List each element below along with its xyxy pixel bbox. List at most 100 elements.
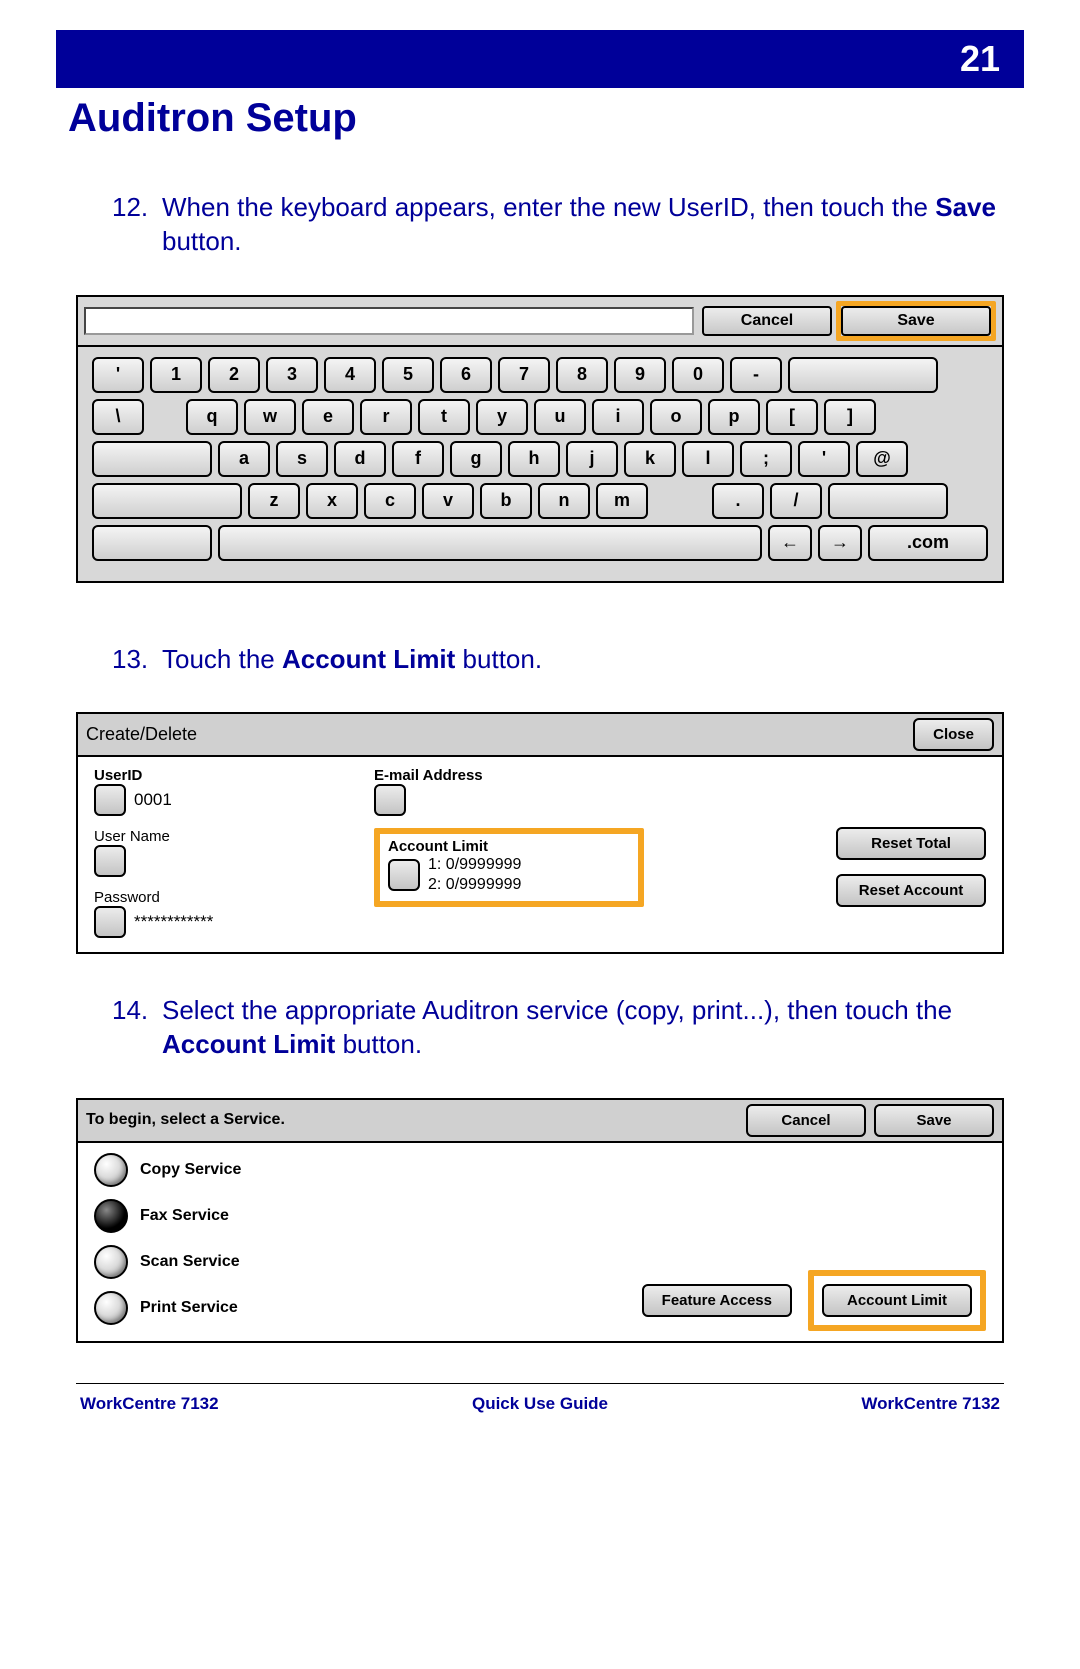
key[interactable]: y (476, 399, 528, 435)
step-text: Touch the Account Limit button. (162, 643, 1024, 677)
key[interactable]: w (244, 399, 296, 435)
key-backspace[interactable] (788, 357, 938, 393)
save-highlight: Save (836, 301, 996, 341)
key[interactable]: l (682, 441, 734, 477)
key[interactable]: f (392, 441, 444, 477)
key-caps[interactable] (92, 441, 212, 477)
page-number: 21 (960, 38, 1000, 80)
key[interactable]: a (218, 441, 270, 477)
page-footer: WorkCentre 7132 Quick Use Guide WorkCent… (56, 1394, 1024, 1414)
key[interactable]: d (334, 441, 386, 477)
key[interactable]: b (480, 483, 532, 519)
step-pre: Touch the (162, 644, 282, 674)
service-copy[interactable]: Copy Service (94, 1153, 241, 1187)
service-fax[interactable]: Fax Service (94, 1199, 241, 1233)
key-shift-right[interactable] (828, 483, 948, 519)
save-button[interactable]: Save (841, 306, 991, 336)
key[interactable]: z (248, 483, 300, 519)
account-limit-button[interactable]: Account Limit (822, 1284, 972, 1317)
key[interactable]: 7 (498, 357, 550, 393)
key-mod[interactable] (92, 525, 212, 561)
key[interactable]: 4 (324, 357, 376, 393)
key[interactable]: h (508, 441, 560, 477)
step-text: When the keyboard appears, enter the new… (162, 191, 1024, 259)
feature-access-button[interactable]: Feature Access (642, 1284, 792, 1317)
key[interactable]: 2 (208, 357, 260, 393)
service-print[interactable]: Print Service (94, 1291, 241, 1325)
key[interactable]: ; (740, 441, 792, 477)
key[interactable]: e (302, 399, 354, 435)
footer-rule (76, 1383, 1004, 1384)
password-value: ************ (134, 912, 213, 932)
keyboard-row-1: ' 1 2 3 4 5 6 7 8 9 0 - (92, 357, 988, 393)
key[interactable]: 8 (556, 357, 608, 393)
key[interactable]: 0 (672, 357, 724, 393)
key[interactable]: i (592, 399, 644, 435)
key[interactable]: o (650, 399, 702, 435)
keyboard-panel: Cancel Save ' 1 2 3 4 5 6 7 8 9 0 - (76, 295, 1004, 583)
key[interactable]: t (418, 399, 470, 435)
password-button[interactable] (94, 906, 126, 938)
keyboard-row-5: ← → .com (92, 525, 988, 561)
key[interactable]: [ (766, 399, 818, 435)
reset-account-button[interactable]: Reset Account (836, 874, 986, 907)
page-title: Auditron Setup (68, 96, 1024, 141)
key[interactable]: . (712, 483, 764, 519)
email-button[interactable] (374, 784, 406, 816)
key[interactable]: 9 (614, 357, 666, 393)
create-delete-body: UserID 0001 User Name Password (78, 757, 1002, 952)
key[interactable]: s (276, 441, 328, 477)
account-limit-line1: 1: 0/9999999 (428, 855, 521, 875)
radio-icon (94, 1153, 128, 1187)
reset-total-button[interactable]: Reset Total (836, 827, 986, 860)
key-dotcom[interactable]: .com (868, 525, 988, 561)
key[interactable]: 6 (440, 357, 492, 393)
service-list: Copy Service Fax Service Scan Service Pr… (94, 1153, 241, 1341)
key[interactable]: x (306, 483, 358, 519)
key-space[interactable] (218, 525, 762, 561)
userid-button[interactable] (94, 784, 126, 816)
key[interactable]: ' (92, 357, 144, 393)
close-button[interactable]: Close (913, 718, 994, 751)
save-button[interactable]: Save (874, 1104, 994, 1137)
key[interactable]: / (770, 483, 822, 519)
key-right-arrow[interactable]: → (818, 525, 862, 561)
keyboard-body: ' 1 2 3 4 5 6 7 8 9 0 - \ q w e r (78, 347, 1002, 581)
service-scan[interactable]: Scan Service (94, 1245, 241, 1279)
key[interactable]: j (566, 441, 618, 477)
key[interactable]: \ (92, 399, 144, 435)
key[interactable]: u (534, 399, 586, 435)
service-label: Fax Service (140, 1207, 229, 1225)
key[interactable]: p (708, 399, 760, 435)
cancel-button[interactable]: Cancel (746, 1104, 866, 1137)
keyboard-row-4: z x c v b n m . / (92, 483, 988, 519)
key[interactable]: ] (824, 399, 876, 435)
userid-input[interactable] (84, 307, 694, 335)
key[interactable]: v (422, 483, 474, 519)
email-label: E-mail Address (374, 767, 644, 784)
key[interactable]: k (624, 441, 676, 477)
key[interactable]: r (360, 399, 412, 435)
key[interactable]: g (450, 441, 502, 477)
key[interactable]: 5 (382, 357, 434, 393)
password-label: Password (94, 889, 354, 906)
key-at[interactable]: @ (856, 441, 908, 477)
keyboard-row-2: \ q w e r t y u i o p [ ] (92, 399, 988, 435)
key[interactable]: n (538, 483, 590, 519)
key[interactable]: - (730, 357, 782, 393)
key-left-arrow[interactable]: ← (768, 525, 812, 561)
key[interactable]: 1 (150, 357, 202, 393)
key-shift[interactable] (92, 483, 242, 519)
key[interactable]: c (364, 483, 416, 519)
username-label: User Name (94, 828, 354, 845)
key[interactable]: ' (798, 441, 850, 477)
cancel-button[interactable]: Cancel (702, 306, 832, 336)
key[interactable]: m (596, 483, 648, 519)
account-limit-button[interactable] (388, 859, 420, 891)
footer-right: WorkCentre 7132 (861, 1394, 1000, 1414)
left-column: UserID 0001 User Name Password (94, 767, 354, 938)
username-button[interactable] (94, 845, 126, 877)
key[interactable]: q (186, 399, 238, 435)
key[interactable]: 3 (266, 357, 318, 393)
service-panel: To begin, select a Service. Cancel Save … (76, 1098, 1004, 1343)
